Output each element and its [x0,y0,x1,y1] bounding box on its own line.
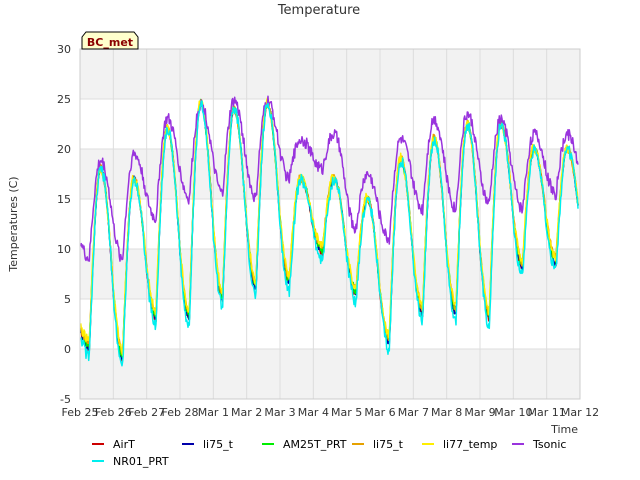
legend-label: NR01_PRT [113,455,169,468]
x-tick-label: Mar 9 [464,406,495,419]
x-tick-label: Feb 25 [62,406,99,419]
legend-label: AM25T_PRT [283,438,347,451]
plot-band [80,349,580,399]
legend-label: li75_t [203,438,234,451]
legend-label: li75_t [373,438,404,451]
legend-label: AirT [113,438,135,451]
plot-border [79,48,581,400]
series-line-tsonic [79,95,579,262]
y-tick-label: 20 [57,143,71,156]
y-axis-ticks: -5 0 5 10 15 20 25 30 [57,43,71,406]
x-tick-label: Feb 27 [128,406,165,419]
y-tick-label: 30 [57,43,71,56]
y-tick-label: 25 [57,93,71,106]
y-axis-label: Temperatures (C) [7,176,20,272]
plot-band [80,249,580,299]
x-tick-label: Mar 1 [198,406,229,419]
series-line-nr01-prt [80,100,579,367]
y-tick-label: 0 [64,343,71,356]
x-tick-label: Mar 3 [264,406,295,419]
plot-background [80,49,580,399]
legend: AirT li75_t AM25T_PRT li75_t li77_temp Tsonic… [92,438,566,468]
x-tick-label: Mar 5 [331,406,362,419]
x-tick-label: Feb 26 [95,406,132,419]
x-tick-label: Mar 2 [231,406,262,419]
legend-label: Tsonic [532,438,566,451]
y-tick-label: 10 [57,243,71,256]
badge-shape [81,31,139,50]
site-badge: BC_met [81,31,139,50]
x-tick-label: Mar 12 [561,406,599,419]
x-tick-label: Feb 28 [162,406,199,419]
x-axis-label: Time [550,423,578,436]
chart-title: Temperature [277,3,360,18]
plot-area [80,49,580,399]
plot-band [80,49,580,99]
x-tick-label: Mar 4 [298,406,329,419]
x-tick-label: Mar 11 [528,406,566,419]
y-tick-label: 15 [57,193,71,206]
x-tick-label: Mar 7 [398,406,429,419]
series-layer [79,95,579,367]
x-tick-label: Mar 6 [364,406,395,419]
badge-label: BC_met [87,36,133,49]
y-tick-label: -5 [60,393,71,406]
x-tick-label: Mar 10 [494,406,532,419]
y-tick-label: 5 [64,293,71,306]
legend-label: li77_temp [443,438,497,451]
x-tick-label: Mar 8 [431,406,462,419]
